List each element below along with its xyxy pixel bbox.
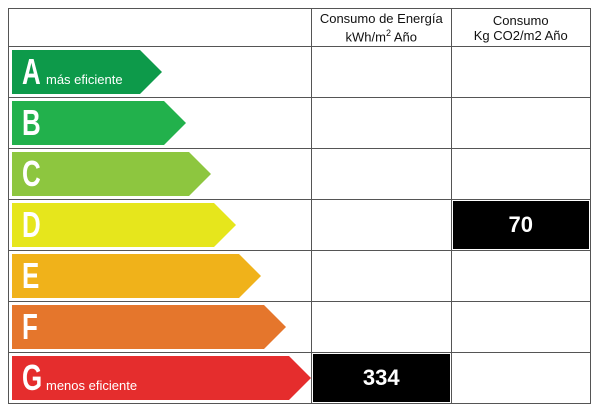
- co2-value-cell: [450, 148, 591, 200]
- energy-value-cell: 334: [311, 352, 452, 404]
- energy-header-line1: Consumo de Energía: [319, 10, 443, 26]
- rating-description: menos eficiente: [46, 377, 138, 393]
- rating-row-e: E: [7, 250, 591, 302]
- rating-row-b: B: [7, 97, 591, 149]
- energy-rating-value: 334: [313, 354, 450, 402]
- rating-bar-cell: B: [7, 97, 313, 149]
- rating-bar-cell: F: [7, 301, 313, 353]
- rating-letter: G: [22, 357, 43, 398]
- rating-bar-cell: D: [7, 199, 313, 251]
- rating-letter: E: [22, 255, 40, 296]
- rating-letter: D: [22, 204, 41, 245]
- rating-letter: F: [22, 306, 38, 347]
- co2-rating-value: 70: [452, 201, 589, 249]
- energy-header-unit: kWh/m: [345, 29, 386, 45]
- co2-header-line1: Consumo: [492, 12, 549, 28]
- rating-arrow-e: E: [12, 254, 261, 298]
- rating-letter: C: [22, 153, 41, 194]
- energy-consumption-header: Consumo de Energía kWh/m2 Año: [311, 8, 452, 47]
- energy-label-table: Consumo de Energía kWh/m2 Año Consumo Kg…: [7, 8, 591, 404]
- rating-letter: B: [22, 102, 41, 143]
- rating-bar-cell: C: [7, 148, 313, 200]
- energy-value-cell: [311, 199, 452, 251]
- co2-value-cell: 70: [450, 199, 591, 251]
- energy-value-cell: [311, 148, 452, 200]
- co2-header-unit: Kg CO2/m2 Año: [473, 27, 568, 43]
- rating-arrow-d: D: [12, 203, 236, 247]
- energy-header-unit-tail: Año: [390, 29, 418, 45]
- rating-description: más eficiente: [46, 71, 123, 87]
- header-row: Consumo de Energía kWh/m2 Año Consumo Kg…: [7, 8, 591, 47]
- co2-value-cell: [450, 301, 591, 353]
- energy-header-unit-exponent: 2: [385, 27, 391, 38]
- energy-value-cell: [311, 97, 452, 149]
- rating-arrow-c: C: [12, 152, 211, 196]
- energy-value-cell: [311, 301, 452, 353]
- co2-consumption-header: Consumo Kg CO2/m2 Año: [450, 8, 591, 47]
- rating-letter: A: [22, 51, 41, 92]
- co2-value-cell: [450, 250, 591, 302]
- co2-value-cell: [450, 352, 591, 404]
- rating-row-f: F: [7, 301, 591, 353]
- co2-value-cell: [450, 46, 591, 98]
- co2-value-cell: [450, 97, 591, 149]
- rating-arrow-b: B: [12, 101, 186, 145]
- energy-value-cell: [311, 46, 452, 98]
- energy-value-cell: [311, 250, 452, 302]
- header-blank: [7, 8, 313, 47]
- rating-row-d: D 70: [7, 199, 591, 251]
- rating-bar-cell: E: [7, 250, 313, 302]
- rating-row-c: C: [7, 148, 591, 200]
- rating-arrow-f: F: [12, 305, 286, 349]
